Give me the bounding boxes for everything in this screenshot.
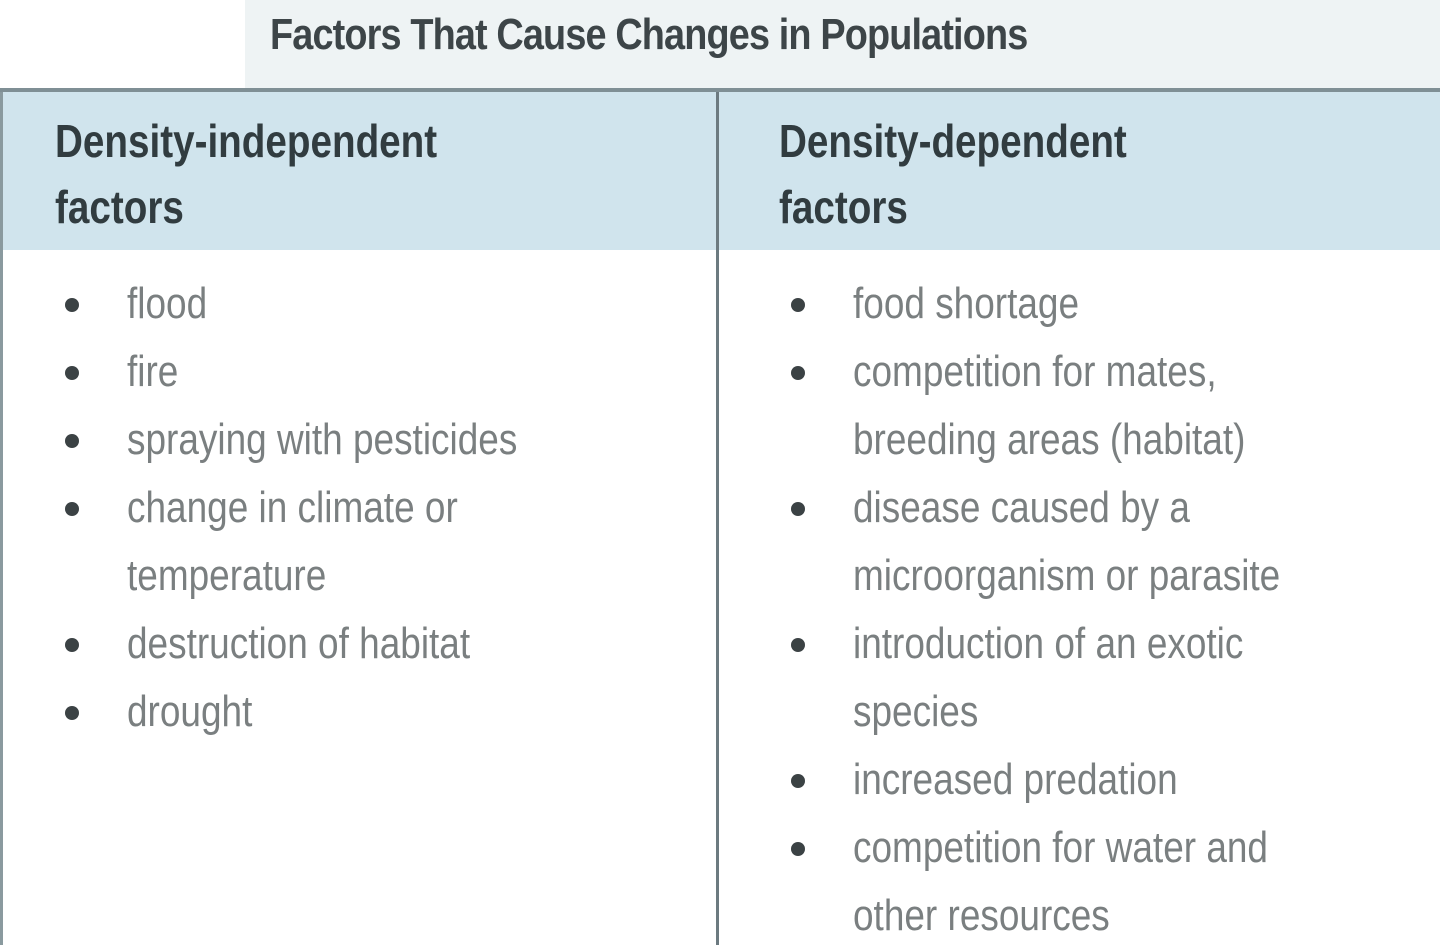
item-text: introduction of an exotic <box>853 619 1244 668</box>
bullet-icon <box>791 298 805 312</box>
bullet-icon <box>791 842 805 856</box>
bullet-icon <box>65 298 79 312</box>
bullet-icon <box>65 706 79 720</box>
item-text: disease caused by a <box>853 483 1190 532</box>
factors-table: Density-independent factors flood fire spr… <box>0 88 1440 945</box>
item-text: spraying with pesticides <box>127 415 518 464</box>
factor-list: flood fire spraying with pesticides change … <box>3 250 716 746</box>
density-independent-column: Density-independent factors flood fire spr… <box>0 92 716 945</box>
item-text: flood <box>127 279 208 328</box>
item-text: breeding areas (habitat) <box>853 415 1246 464</box>
item-text: drought <box>127 687 253 736</box>
list-item: flood <box>61 270 716 338</box>
item-text: change in climate or <box>127 483 458 532</box>
header-line: factors <box>55 181 184 233</box>
list-item: introduction of an exotic species <box>787 610 1440 746</box>
list-item: fire <box>61 338 716 406</box>
item-text: microorganism or parasite <box>853 551 1281 600</box>
bullet-icon <box>791 502 805 516</box>
list-item: food shortage <box>787 270 1440 338</box>
bullet-icon <box>791 366 805 380</box>
bullet-icon <box>65 434 79 448</box>
item-text: competition for water and <box>853 823 1268 872</box>
bullet-icon <box>791 638 805 652</box>
list-item: increased predation <box>787 746 1440 814</box>
item-text: competition for mates, <box>853 347 1217 396</box>
list-item: disease caused by a microorganism or para… <box>787 474 1440 610</box>
column-header: Density-dependent factors <box>719 92 1440 250</box>
bullet-icon <box>65 502 79 516</box>
header-line: factors <box>779 181 908 233</box>
list-item: destruction of habitat <box>61 610 716 678</box>
list-item: competition for mates, breeding areas (ha… <box>787 338 1440 474</box>
item-text: destruction of habitat <box>127 619 471 668</box>
list-item: spraying with pesticides <box>61 406 716 474</box>
item-text: species <box>853 687 979 736</box>
bullet-icon <box>791 774 805 788</box>
density-dependent-column: Density-dependent factors food shortage c… <box>716 92 1440 945</box>
list-item: drought <box>61 678 716 746</box>
list-item: competition for water and other resources <box>787 814 1440 950</box>
title-band <box>245 0 1440 88</box>
item-text: food shortage <box>853 279 1080 328</box>
header-line: Density-dependent <box>779 115 1127 167</box>
list-item: change in climate or temperature <box>61 474 716 610</box>
item-text: other resources <box>853 891 1110 940</box>
column-header: Density-independent factors <box>3 92 716 250</box>
item-text: increased predation <box>853 755 1178 804</box>
item-text: fire <box>127 347 179 396</box>
item-text: temperature <box>127 551 327 600</box>
bullet-icon <box>65 638 79 652</box>
factor-list: food shortage competition for mates, breed… <box>719 250 1440 950</box>
header-line: Density-independent <box>55 115 438 167</box>
bullet-icon <box>65 366 79 380</box>
page-title: Factors That Cause Changes in Population… <box>270 10 1028 59</box>
